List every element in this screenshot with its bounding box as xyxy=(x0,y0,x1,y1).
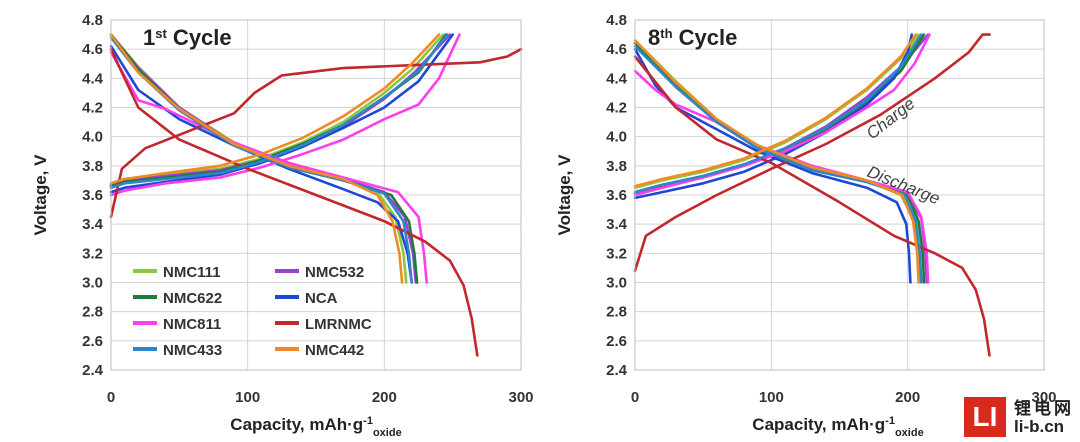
series-lines xyxy=(109,33,523,357)
y-tick-label: 4.6 xyxy=(606,41,627,58)
y-tick-label: 4.0 xyxy=(606,129,627,146)
chart-title: 1st Cycle xyxy=(143,25,232,50)
x-tick-label: 0 xyxy=(107,389,115,406)
legend-label-nmc433: NMC433 xyxy=(163,342,222,359)
series-lines xyxy=(633,33,991,357)
y-tick-label: 3.4 xyxy=(82,216,104,233)
series-line-nmc433-discharge xyxy=(633,44,923,284)
y-tick-label: 4.2 xyxy=(82,100,103,117)
y-tick-label: 4.4 xyxy=(82,70,104,87)
y-tick-label: 3.0 xyxy=(82,275,103,292)
legend: NMC111 NMC532 NMC622 NCA NMC811 LMRNMC NMC433 N… xyxy=(133,264,372,359)
y-tick-label: 4.2 xyxy=(606,100,627,117)
legend-label-nmc811: NMC811 xyxy=(163,316,221,333)
y-tick-label: 2.6 xyxy=(606,333,627,350)
logo-brand-text: 锂电网 xyxy=(1014,399,1074,419)
series-line-nmc442-charge xyxy=(633,33,918,188)
legend-label-nmc442: NMC442 xyxy=(305,342,364,359)
legend-label-nca: NCA xyxy=(305,290,338,307)
y-tick-label: 2.8 xyxy=(82,304,103,321)
x-tick-label: 100 xyxy=(759,389,784,406)
x-tick-label: 0 xyxy=(631,389,639,406)
y-tick-label: 3.2 xyxy=(606,245,627,262)
tick-labels: 2.4 2.6 2.8 3.0 3.2 3.4 3.6 3.8 4.0 4.2 4.4 4.6 4.8 0… xyxy=(606,12,1056,406)
x-tick-label: 200 xyxy=(372,389,397,406)
series-line-nmc111-charge xyxy=(633,33,920,189)
chart-title: 8th Cycle xyxy=(648,25,737,50)
y-tick-label: 2.6 xyxy=(82,333,103,350)
legend-label-lmrnmc: LMRNMC xyxy=(305,316,372,333)
legend-label-nmc622: NMC622 xyxy=(163,290,222,307)
y-tick-label: 2.4 xyxy=(606,362,628,379)
y-tick-label: 3.8 xyxy=(82,158,103,175)
series-line-nmc442-charge xyxy=(109,33,441,185)
series-line-nmc811-charge xyxy=(633,33,931,197)
y-tick-label: 4.6 xyxy=(82,41,103,58)
y-tick-label: 3.6 xyxy=(606,187,627,204)
x-axis-label: Capacity, mAh·g-1oxide xyxy=(752,415,923,439)
x-tick-label: 200 xyxy=(895,389,920,406)
y-tick-label: 3.2 xyxy=(82,245,103,262)
series-line-nmc811-charge xyxy=(109,33,461,197)
series-line-lmrnmc-discharge xyxy=(109,47,479,357)
series-line-nmc532-discharge xyxy=(633,41,929,284)
x-axis-label: Capacity, mAh·g-1oxide xyxy=(230,415,401,439)
series-line-nmc433-charge xyxy=(633,33,923,194)
y-tick-label: 2.8 xyxy=(606,304,627,321)
y-tick-label: 3.8 xyxy=(606,158,627,175)
y-tick-label: 3.6 xyxy=(82,187,103,204)
logo-mark: LI xyxy=(964,397,1006,437)
x-tick-label: 300 xyxy=(508,389,533,406)
y-tick-label: 4.4 xyxy=(606,70,628,87)
y-tick-label: 3.4 xyxy=(606,216,628,233)
series-line-lmrnmc-discharge xyxy=(633,55,991,357)
x-tick-label: 300 xyxy=(1031,389,1056,406)
series-line-nmc442-discharge xyxy=(633,39,920,284)
series-line-nmc811-discharge xyxy=(109,50,429,284)
y-tick-label: 2.4 xyxy=(82,362,104,379)
logo-url: li-b.cn xyxy=(1014,417,1065,436)
watermark-logo: LI 锂电网 li-b.cn xyxy=(962,393,1080,442)
y-axis-label: Voltage, V xyxy=(31,154,50,236)
panel-1st-cycle: 2.4 2.6 2.8 3.0 3.2 3.4 3.6 3.8 4.0 4.2 4.4 4.6 4.8 0… xyxy=(31,12,534,439)
series-line-nmc442-discharge xyxy=(109,33,404,284)
plot-frame xyxy=(634,19,1045,371)
series-line-nmc622-discharge xyxy=(633,41,926,284)
series-line-lmrnmc-charge xyxy=(633,33,991,273)
tick-labels: 2.4 2.6 2.8 3.0 3.2 3.4 3.6 3.8 4.0 4.2 4.4 4.6 4.8 0… xyxy=(82,12,533,406)
legend-label-nmc532: NMC532 xyxy=(305,264,364,281)
series-line-nmc111-discharge xyxy=(633,39,922,284)
y-tick-label: 4.0 xyxy=(82,129,103,146)
y-tick-label: 3.0 xyxy=(606,275,627,292)
series-line-nmc433-charge xyxy=(109,33,449,189)
series-line-nca-discharge xyxy=(109,44,414,284)
series-line-lmrnmc-charge xyxy=(109,47,523,219)
panel-8th-cycle: 2.4 2.6 2.8 3.0 3.2 3.4 3.6 3.8 4.0 4.2 4.4 4.6 4.8 0… xyxy=(555,12,1057,439)
plot-frame xyxy=(110,19,522,371)
legend-label-nmc111: NMC111 xyxy=(163,264,221,281)
y-axis-label: Voltage, V xyxy=(555,154,574,236)
y-tick-label: 4.8 xyxy=(606,12,627,29)
y-tick-label: 4.8 xyxy=(82,12,103,29)
x-tick-label: 100 xyxy=(235,389,260,406)
series-line-nca-charge xyxy=(109,33,455,194)
